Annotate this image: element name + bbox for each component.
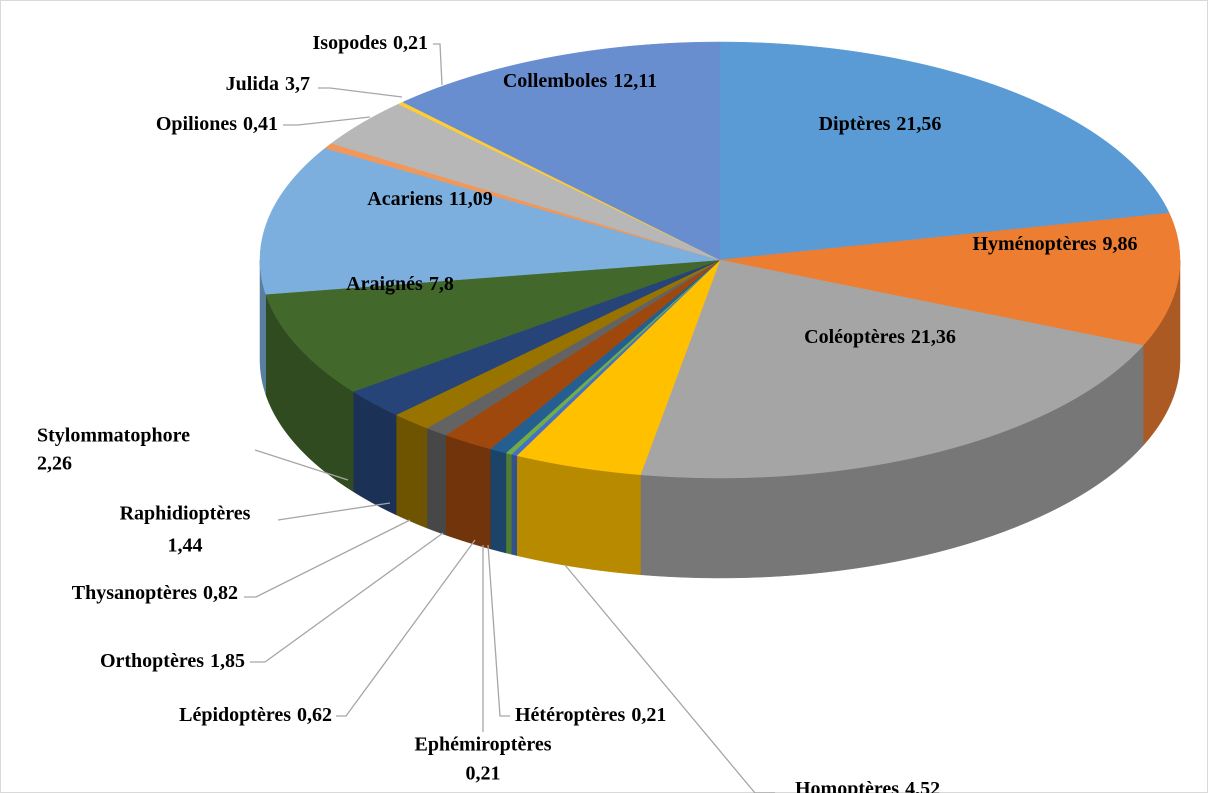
slice-label-group: Araignés 7,8 (346, 273, 454, 295)
slice-side (490, 448, 507, 554)
slice-value-label: 1,44 (168, 535, 203, 557)
slice-label-group: Homoptères 4,52 (795, 778, 940, 793)
slice (516, 259, 721, 475)
slice-label: Ephémiroptères (414, 734, 551, 756)
slice-label-group: Diptères 21,56 (819, 113, 942, 135)
slice-label-group: Lépidoptères 0,62 (179, 704, 332, 726)
slice (265, 259, 721, 392)
slice-value-label: 0,62 (297, 704, 332, 726)
slice-label: Diptères (819, 113, 891, 135)
leader-line (564, 564, 775, 793)
slice (259, 147, 721, 295)
slice-label: Collemboles (503, 70, 608, 92)
slice-label: Opiliones (156, 113, 237, 135)
leader-line (283, 116, 371, 126)
slice-value-label: 11,09 (449, 188, 493, 210)
slice-label: Thysanoptères (72, 582, 197, 604)
slice-label-group: Thysanoptères 0,82 (72, 582, 238, 604)
slice (330, 103, 721, 261)
slice-side (511, 453, 518, 556)
slice-value-label: 1,85 (210, 650, 245, 672)
slice-value-label: 12,11 (613, 70, 657, 92)
slice-side (505, 452, 512, 555)
slice-label: Raphidioptères (120, 503, 251, 525)
slice (445, 259, 721, 450)
slice-value-label: 21,36 (911, 326, 956, 348)
slice-label: Orthoptères (100, 650, 204, 672)
slice-value-label: 0,21 (393, 32, 428, 54)
leader-line (244, 519, 411, 598)
leader-line (433, 43, 443, 86)
slice (719, 41, 1170, 261)
leader-line (487, 544, 510, 717)
slice-value-label: 2,26 (37, 453, 72, 475)
slice-value-label: 0,21 (631, 704, 666, 726)
slice-label: Hyménoptères (972, 233, 1096, 255)
slice-label-group: Julida 3,7 (226, 73, 310, 95)
slice-side (445, 434, 491, 550)
leader-line (336, 539, 476, 717)
slice-label-group: Isopodes 0,21 (313, 32, 428, 54)
slice-label-group: Coléoptères 21,36 (804, 326, 956, 348)
slice-label: Coléoptères (804, 326, 905, 348)
slice-value-label: 7,8 (429, 273, 454, 295)
slice (719, 212, 1181, 346)
slice-value-label: 0,82 (203, 582, 238, 604)
slice-value-label: 0,41 (243, 113, 278, 135)
slice-label: Julida (226, 73, 279, 95)
leader-line (277, 502, 391, 521)
slice-label: Acariens (367, 188, 443, 210)
slice-label: Stylommatophore (37, 425, 190, 447)
slice-label: Lépidoptères (179, 704, 291, 726)
leader-line (250, 532, 444, 663)
slice-label: Isopodes (313, 32, 388, 54)
slice-label: Homoptères (795, 778, 899, 793)
slice (352, 259, 721, 416)
slice-label-group: Collemboles 12,11 (503, 70, 657, 92)
slice-side (516, 455, 641, 575)
slice-value-label: 21,56 (896, 113, 941, 135)
slice-side (426, 427, 446, 536)
slice-label-group: Hétéroptères 0,21 (515, 704, 666, 726)
leader-line (318, 87, 403, 98)
slice (640, 259, 1144, 479)
slice-value-label: 3,7 (285, 73, 310, 95)
slice-label-group: Hyménoptères 9,86 (972, 233, 1137, 255)
slice-value-label: 9,86 (1103, 233, 1138, 255)
slice-value-label: 4,52 (905, 778, 940, 793)
slice-label: Hétéroptères (515, 704, 626, 726)
slice-label-group: Opiliones 0,41 (156, 113, 278, 135)
slice-label-group: Acariens 11,09 (367, 188, 492, 210)
slice-side (395, 414, 428, 529)
slice-label-group: Orthoptères 1,85 (100, 650, 245, 672)
leader-line (254, 449, 349, 481)
slice (402, 41, 721, 261)
slice-value-label: 0,21 (466, 763, 501, 785)
slice-label: Araignés (346, 273, 423, 295)
